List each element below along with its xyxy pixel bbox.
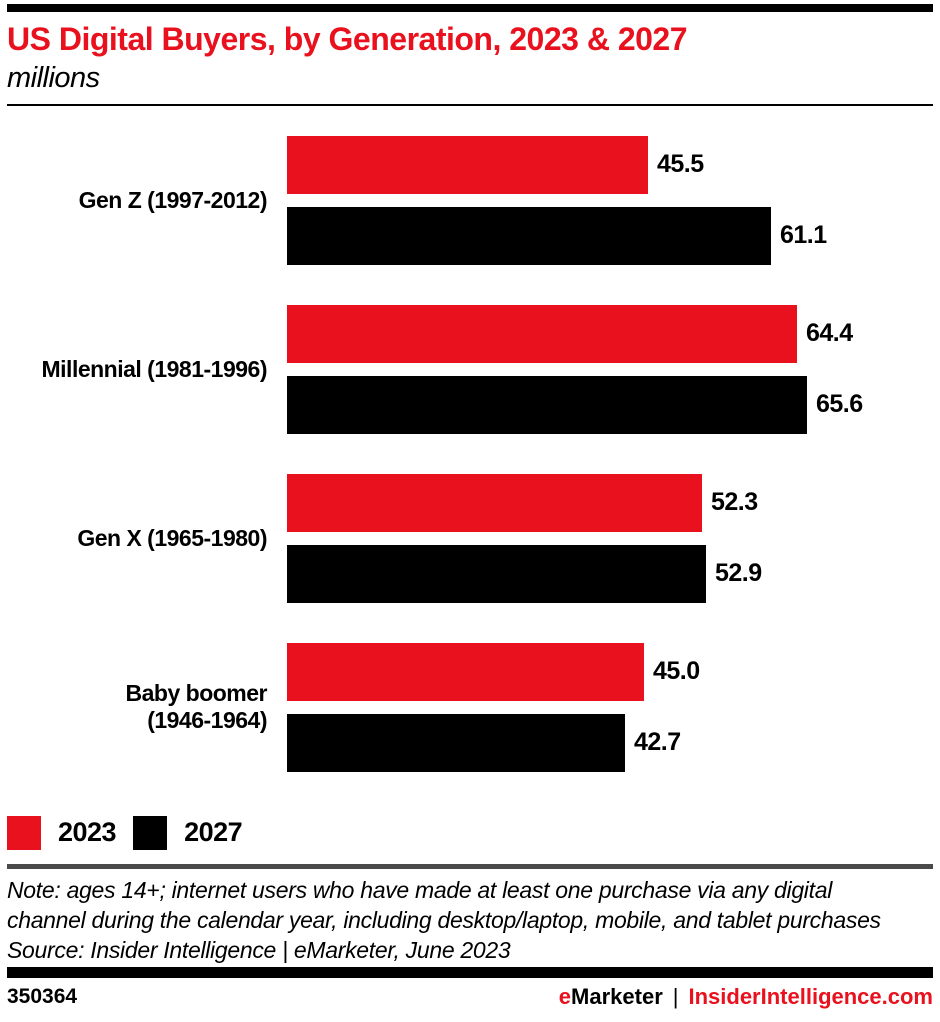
emarketer-logo: eMarketer [559, 984, 663, 1010]
value-label-2027: 61.1 [780, 221, 827, 250]
brand-lockup: eMarketer | InsiderIntelligence.com [559, 984, 933, 1010]
legend-item-2027: 2027 [133, 815, 245, 850]
legend-swatch-2027 [133, 815, 168, 850]
legend: 2023 2027 [7, 815, 933, 850]
bar-2023 [287, 642, 644, 701]
bar-2023 [287, 135, 648, 194]
value-label-2027: 42.7 [634, 728, 681, 757]
category-label: Baby boomer (1946-1964) [125, 679, 268, 734]
bar-stack: 64.4 65.6 [287, 304, 933, 434]
note-line-2: channel during the calendar year, includ… [7, 906, 881, 933]
category-label: Gen X (1965-1980) [77, 524, 267, 551]
bar-line-2027: 52.9 [287, 544, 933, 603]
chart-row: Baby boomer (1946-1964) 45.0 42.7 [7, 642, 933, 772]
bar-line-2023: 52.3 [287, 473, 933, 532]
top-accent-bar [7, 4, 933, 12]
page-title: US Digital Buyers, by Generation, 2023 &… [7, 21, 688, 57]
footer-bar [7, 966, 933, 978]
bar-chart: Gen Z (1997-2012) 45.5 61.1 Millennial (… [7, 135, 933, 772]
bar-2027 [287, 544, 706, 603]
category-label: Millennial (1981-1996) [41, 355, 268, 382]
bar-2023 [287, 473, 702, 532]
bar-line-2023: 45.5 [287, 135, 933, 194]
bar-2027 [287, 713, 625, 772]
note-line-1: Note: ages 14+; internet users who have … [7, 876, 833, 903]
notes: Note: ages 14+; internet users who have … [7, 875, 933, 965]
insider-intelligence-url: InsiderIntelligence.com [688, 983, 933, 1009]
bar-2023 [287, 304, 797, 363]
footer-row: 350364 eMarketer | InsiderIntelligence.c… [7, 984, 933, 1010]
bar-line-2027: 61.1 [287, 206, 933, 265]
legend-label-2023: 2023 [58, 817, 117, 848]
chart-row: Gen X (1965-1980) 52.3 52.9 [7, 473, 933, 603]
bar-stack: 45.5 61.1 [287, 135, 933, 265]
chart-id: 350364 [7, 984, 78, 1008]
brand-separator: | [672, 983, 679, 1009]
legend-swatch-2023 [7, 815, 41, 850]
legend-item-2023: 2023 [7, 815, 119, 850]
chart-page: US Digital Buyers, by Generation, 2023 &… [0, 4, 940, 1010]
bar-line-2027: 42.7 [287, 713, 933, 772]
emarketer-logo-e: e [558, 983, 572, 1009]
page-subtitle: millions [7, 61, 100, 94]
source-line: Source: Insider Intelligence | eMarketer… [7, 936, 511, 963]
legend-divider [7, 863, 933, 869]
value-label-2023: 52.3 [711, 488, 758, 517]
value-label-2023: 45.5 [657, 150, 704, 179]
bar-2027 [287, 206, 771, 265]
legend-label-2027: 2027 [184, 817, 243, 848]
value-label-2023: 45.0 [653, 657, 700, 686]
value-label-2027: 52.9 [715, 559, 762, 588]
bar-line-2023: 45.0 [287, 642, 933, 701]
chart-row: Gen Z (1997-2012) 45.5 61.1 [7, 135, 933, 265]
bar-stack: 52.3 52.9 [287, 473, 933, 603]
bar-line-2027: 65.6 [287, 375, 933, 434]
value-label-2023: 64.4 [806, 319, 853, 348]
header-divider [7, 103, 933, 106]
bar-2027 [287, 375, 807, 434]
category-label: Gen Z (1997-2012) [78, 186, 268, 213]
chart-row: Millennial (1981-1996) 64.4 65.6 [7, 304, 933, 434]
value-label-2027: 65.6 [816, 390, 863, 419]
emarketer-logo-rest: Marketer [571, 983, 663, 1009]
bar-stack: 45.0 42.7 [287, 642, 933, 772]
bar-line-2023: 64.4 [287, 304, 933, 363]
